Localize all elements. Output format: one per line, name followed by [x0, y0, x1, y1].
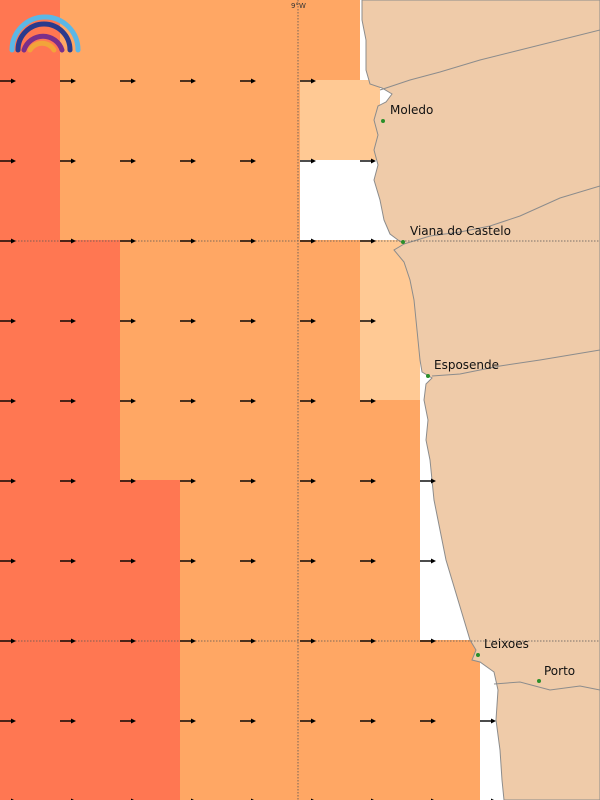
wind-arrow [300, 238, 316, 244]
wind-arrow [120, 638, 136, 644]
wind-arrow [180, 398, 196, 404]
wind-arrow [300, 398, 316, 404]
rainbow-logo-icon[interactable] [9, 14, 81, 53]
wind-arrow [180, 238, 196, 244]
wind-arrow [180, 318, 196, 324]
rivers [379, 29, 600, 691]
wind-arrow [60, 718, 76, 724]
wind-arrow [120, 718, 136, 724]
place-label-esposende[interactable]: Esposende [434, 358, 499, 372]
river-lima [403, 185, 600, 245]
wind-arrow [120, 398, 136, 404]
wind-arrow [180, 638, 196, 644]
wind-arrow [240, 318, 256, 324]
wind-arrow [60, 318, 76, 324]
wind-arrow [180, 78, 196, 84]
wind-arrow [240, 78, 256, 84]
wind-arrow [300, 558, 316, 564]
place-marker [426, 374, 430, 378]
wind-arrow [300, 478, 316, 484]
wind-arrow [0, 398, 16, 404]
river-douro [493, 681, 600, 691]
wind-arrow [240, 238, 256, 244]
cell-mid [120, 240, 360, 400]
cell-high [0, 480, 180, 800]
wind-arrow [0, 478, 16, 484]
wind-arrow [240, 638, 256, 644]
wind-arrow [240, 398, 256, 404]
wind-arrow [420, 558, 436, 564]
cell-high [0, 240, 120, 480]
cell-mid [60, 0, 360, 80]
wind-arrow [0, 558, 16, 564]
wind-arrow [180, 478, 196, 484]
wind-arrow [0, 158, 16, 164]
wind-arrow [420, 478, 436, 484]
wind-arrow [240, 478, 256, 484]
wind-arrow [120, 158, 136, 164]
cell-mid [120, 400, 420, 480]
place-label-leixoes[interactable]: Leixoes [484, 637, 529, 651]
wind-arrow [120, 478, 136, 484]
wind-arrow [300, 78, 316, 84]
wind-arrow [0, 718, 16, 724]
wind-arrow [360, 558, 376, 564]
wind-arrow [60, 638, 76, 644]
wind-arrow [300, 158, 316, 164]
wind-arrow [360, 718, 376, 724]
place-marker [476, 653, 480, 657]
wind-arrow [60, 478, 76, 484]
place-marker [537, 679, 541, 683]
wind-arrow [360, 318, 376, 324]
place-label-porto[interactable]: Porto [544, 664, 575, 678]
wind-arrow [300, 318, 316, 324]
place-marker [381, 119, 385, 123]
wind-arrow [360, 238, 376, 244]
cell-mid [60, 80, 300, 240]
cell-mid [180, 640, 480, 800]
wind-arrow [0, 638, 16, 644]
wind-arrow [0, 318, 16, 324]
river-minho [379, 29, 600, 91]
wind-arrow [360, 638, 376, 644]
wind-arrow [480, 718, 496, 724]
wind-arrow [360, 478, 376, 484]
wind-arrow [360, 158, 376, 164]
wind-arrow [180, 158, 196, 164]
wind-arrow [240, 158, 256, 164]
wind-arrow [120, 558, 136, 564]
place-label-moledo[interactable]: Moledo [390, 103, 433, 117]
wind-arrow [180, 718, 196, 724]
place-label-viana-do-castelo[interactable]: Viana do Castelo [410, 224, 511, 238]
wind-arrow [60, 78, 76, 84]
longitude-label: 9°W [291, 2, 306, 10]
wind-arrow [120, 238, 136, 244]
places: Moledo Viana do Castelo Esposende Leixoe… [381, 103, 575, 683]
wind-arrow [240, 718, 256, 724]
wind-arrow [420, 638, 436, 644]
wind-arrow [420, 718, 436, 724]
wind-arrows [0, 78, 496, 800]
wind-arrow [60, 238, 76, 244]
wind-arrow [0, 238, 16, 244]
wind-arrow [120, 318, 136, 324]
wind-arrow [60, 398, 76, 404]
wind-arrow [60, 158, 76, 164]
wind-arrow [0, 78, 16, 84]
cell-mid [180, 480, 420, 640]
wind-arrow [60, 558, 76, 564]
wind-arrow [120, 78, 136, 84]
cell-low [300, 80, 380, 160]
wind-arrow [300, 638, 316, 644]
place-marker [401, 240, 405, 244]
wind-arrow [300, 718, 316, 724]
wind-arrow [180, 558, 196, 564]
wind-arrow [240, 558, 256, 564]
river-cavado [431, 349, 600, 377]
wind-arrow [360, 398, 376, 404]
